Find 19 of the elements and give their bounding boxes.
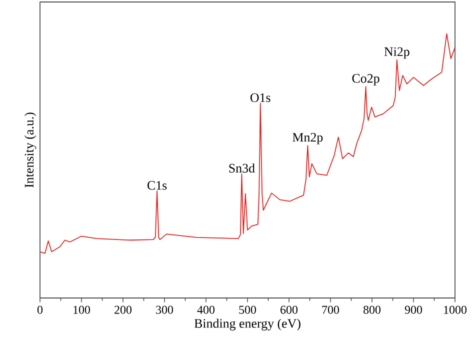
annotation: Co2p	[352, 74, 380, 86]
x-tick-label: 100	[74, 306, 90, 314]
x-axis-title: Binding energy (eV)	[194, 318, 300, 330]
x-tick-label: 900	[404, 306, 422, 314]
annotation: Mn2p	[292, 132, 323, 144]
x-tick-label: 600	[280, 306, 298, 314]
x-tick-label: 1000	[444, 306, 466, 314]
x-tick-label: 0	[37, 306, 43, 314]
x-tick-label: 400	[197, 306, 215, 314]
annotation: C1s	[147, 181, 167, 190]
annotation: O1s	[250, 93, 270, 102]
x-tick-label: 500	[239, 306, 256, 314]
x-tick-label: 300	[156, 306, 174, 314]
x-tick-label: 700	[322, 306, 340, 314]
x-tick-label: 800	[363, 306, 381, 314]
y-axis-title: Intensity (a.u.)	[24, 112, 36, 188]
annotation: Sn3d	[229, 163, 255, 173]
annotation: Ni2p	[384, 47, 410, 59]
x-tick-label: 200	[114, 306, 132, 314]
